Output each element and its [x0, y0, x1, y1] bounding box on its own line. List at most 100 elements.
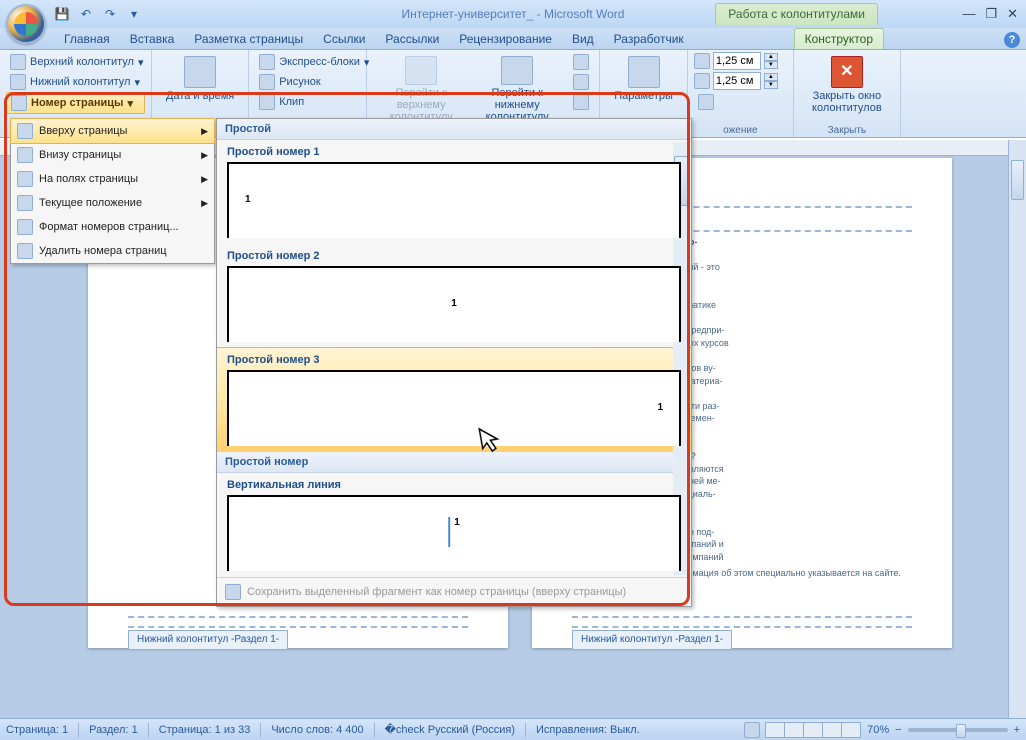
- picture-button[interactable]: Рисунок: [255, 72, 360, 92]
- page-1-footer-region[interactable]: [128, 616, 468, 628]
- tab-design-context[interactable]: Конструктор: [794, 28, 884, 49]
- gallery-save-selection: Сохранить выделенный фрагмент как номер …: [217, 577, 691, 606]
- submenu-item-3[interactable]: Текущее положение▶: [11, 191, 214, 215]
- submenu-item-1[interactable]: Внизу страницы▶: [11, 143, 214, 167]
- nav-opt1[interactable]: [569, 52, 593, 72]
- qat-customize-icon[interactable]: ▾: [124, 4, 144, 24]
- tab-mailings[interactable]: Рассылки: [375, 29, 449, 49]
- goto-footer-button[interactable]: Перейти к нижнему колонтитулу: [469, 52, 565, 123]
- submenu-arrow-icon: ▶: [201, 198, 208, 209]
- tab-page-layout[interactable]: Разметка страницы: [184, 29, 313, 49]
- tab-references[interactable]: Ссылки: [313, 29, 375, 49]
- tab-developer[interactable]: Разработчик: [604, 29, 694, 49]
- gallery-item-2[interactable]: Простой номер 31: [217, 347, 691, 453]
- header-from-top-spinner[interactable]: ▲▼: [694, 52, 787, 70]
- close-label: Закрыть окно колонтитулов: [808, 90, 886, 114]
- help-icon[interactable]: ?: [1004, 32, 1020, 48]
- header-position-icon: [694, 53, 710, 69]
- status-page-of[interactable]: Страница: 1 из 33: [159, 724, 251, 736]
- close-header-footer-button[interactable]: Закрыть окно колонтитулов: [800, 52, 894, 114]
- submenu-item-2[interactable]: На полях страницы▶: [11, 167, 214, 191]
- page-2-footer-region[interactable]: [572, 616, 912, 628]
- gallery-item-1[interactable]: Простой номер 21: [217, 244, 691, 348]
- zoom-out-icon[interactable]: −: [895, 724, 901, 736]
- picture-icon: [259, 74, 275, 90]
- restore-icon[interactable]: ❐: [985, 6, 997, 22]
- options-icon: [628, 56, 660, 88]
- undo-icon[interactable]: ↶: [76, 4, 96, 24]
- footer-tag-1: Нижний колонтитул -Раздел 1-: [128, 630, 288, 650]
- window-controls: — ❐ ✕: [962, 6, 1018, 22]
- clip-button[interactable]: Клип: [255, 92, 360, 112]
- minimize-icon[interactable]: —: [962, 6, 975, 22]
- nav-opt2[interactable]: [569, 72, 593, 92]
- options-label: Параметры: [614, 90, 673, 102]
- office-button[interactable]: [6, 4, 46, 44]
- gallery-section-header: Простой: [217, 119, 691, 140]
- goto-header-icon: [405, 56, 437, 85]
- spin-up-icon[interactable]: ▲: [764, 73, 778, 81]
- nav-opt3[interactable]: [569, 92, 593, 112]
- submenu-item-4[interactable]: Формат номеров страниц...: [11, 215, 214, 239]
- gallery-item-b0[interactable]: Вертикальная линия1: [217, 473, 691, 577]
- status-words[interactable]: Число слов: 4 400: [271, 724, 363, 736]
- submenu-item-5[interactable]: Удалить номера страниц: [11, 239, 214, 263]
- gallery-body[interactable]: Простой номер 11Простой номер 21Простой …: [217, 140, 691, 577]
- page-number-button[interactable]: Номер страницы ▾: [6, 92, 145, 114]
- gallery-item-0[interactable]: Простой номер 11: [217, 140, 691, 244]
- gallery-preview: 1: [227, 266, 681, 342]
- quick-parts-button[interactable]: Экспресс-блоки ▾: [255, 52, 360, 72]
- header-from-top-input[interactable]: [713, 52, 761, 70]
- page-number-label: Номер страницы: [31, 97, 123, 109]
- gallery-item-name: Простой номер 3: [227, 354, 681, 366]
- status-lang[interactable]: �check Русский (Россия): [385, 723, 515, 736]
- footer-from-bottom-input[interactable]: [713, 72, 761, 90]
- header-icon: [10, 54, 26, 70]
- close-icon[interactable]: ✕: [1007, 6, 1018, 22]
- submenu-icon: [17, 195, 33, 211]
- gallery-section-header-2: Простой номер: [217, 452, 691, 473]
- link-previous-icon: [573, 94, 589, 110]
- status-page[interactable]: Страница: 1: [6, 724, 68, 736]
- goto-footer-icon: [501, 56, 533, 85]
- goto-header-button[interactable]: Перейти к верхнему колонтитулу: [373, 52, 469, 123]
- footer-icon: [10, 74, 26, 90]
- spin-up-icon[interactable]: ▲: [764, 53, 778, 61]
- tab-insert[interactable]: Вставка: [120, 29, 185, 49]
- titlebar: 💾 ↶ ↷ ▾ Интернет-университет_ - Microsof…: [0, 0, 1026, 28]
- footer-tag-2: Нижний колонтитул -Раздел 1-: [572, 630, 732, 650]
- save-fragment-icon: [225, 584, 241, 600]
- spin-down-icon[interactable]: ▼: [764, 61, 778, 69]
- datetime-button[interactable]: Дата и время: [158, 52, 242, 102]
- insert-align-tab[interactable]: [694, 92, 787, 112]
- header-label: Верхний колонтитул: [30, 56, 134, 68]
- zoom-level[interactable]: 70%: [867, 724, 889, 736]
- scrollbar-thumb[interactable]: [1011, 160, 1024, 200]
- footer-from-bottom-spinner[interactable]: ▲▼: [694, 72, 787, 90]
- gallery-preview: 1: [227, 495, 681, 571]
- clip-label: Клип: [279, 96, 304, 108]
- tab-view[interactable]: Вид: [562, 29, 604, 49]
- zoom-in-icon[interactable]: +: [1014, 724, 1020, 736]
- view-buttons[interactable]: [766, 722, 861, 738]
- footer-label: Нижний колонтитул: [30, 76, 130, 88]
- submenu-arrow-icon: ▶: [201, 174, 208, 185]
- spin-down-icon[interactable]: ▼: [764, 81, 778, 89]
- redo-icon[interactable]: ↷: [100, 4, 120, 24]
- quick-access-toolbar: 💾 ↶ ↷ ▾: [52, 4, 144, 24]
- tab-home[interactable]: Главная: [54, 29, 120, 49]
- header-button[interactable]: Верхний колонтитул ▾: [6, 52, 145, 72]
- datetime-label: Дата и время: [166, 90, 234, 102]
- zoom-slider[interactable]: [908, 728, 1008, 732]
- status-section[interactable]: Раздел: 1: [89, 724, 138, 736]
- save-icon[interactable]: 💾: [52, 4, 72, 24]
- options-button[interactable]: Параметры: [606, 52, 681, 102]
- status-track[interactable]: Исправления: Выкл.: [536, 724, 640, 736]
- vertical-scrollbar[interactable]: [1008, 140, 1026, 718]
- macro-record-icon[interactable]: [744, 722, 760, 738]
- window-title: Интернет-университет_ - Microsoft Word: [402, 7, 625, 21]
- tab-review[interactable]: Рецензирование: [449, 29, 562, 49]
- footer-button[interactable]: Нижний колонтитул ▾: [6, 72, 145, 92]
- submenu-icon: [17, 123, 33, 139]
- submenu-item-0[interactable]: Вверху страницы▶: [10, 118, 215, 144]
